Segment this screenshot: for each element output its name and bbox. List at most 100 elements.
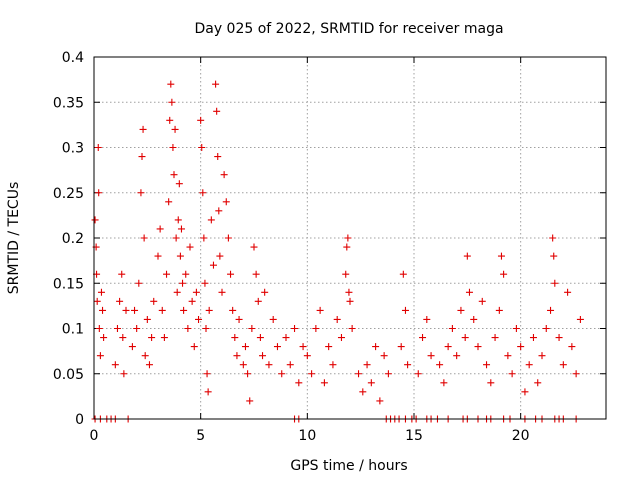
data-point	[171, 125, 179, 133]
data-point	[176, 252, 184, 260]
data-point	[256, 334, 264, 342]
data-point	[233, 352, 241, 360]
y-tick-labels: 0 0.05 0.1 0.15 0.2 0.25 0.3 0.35 0.4	[53, 50, 84, 428]
data-point	[564, 288, 572, 296]
data-point	[497, 252, 505, 260]
data-point	[440, 379, 448, 387]
x-tick-labels: 0 5 10 15 20	[90, 428, 530, 444]
data-point	[487, 379, 495, 387]
data-point	[154, 252, 162, 260]
data-point	[160, 334, 168, 342]
y-tick-label: 0.4	[62, 50, 84, 66]
data-point	[213, 107, 221, 115]
x-tick-label: 10	[298, 428, 316, 444]
data-point	[133, 325, 141, 332]
data-point	[119, 334, 127, 342]
data-point	[97, 288, 105, 296]
data-point	[345, 288, 353, 296]
data-point	[399, 270, 407, 278]
data-point	[423, 315, 431, 323]
data-point	[95, 325, 103, 332]
data-point	[538, 352, 546, 360]
data-point	[246, 397, 254, 405]
data-point	[173, 288, 181, 296]
data-point	[235, 315, 243, 323]
data-point	[359, 388, 367, 396]
y-tick-label: 0.25	[53, 186, 84, 202]
data-point	[529, 334, 537, 342]
data-point	[111, 361, 119, 369]
x-tick-label: 20	[512, 428, 530, 444]
data-point	[463, 252, 471, 260]
data-point	[241, 343, 249, 351]
data-point	[156, 225, 164, 233]
data-point	[517, 343, 525, 351]
data-point	[139, 125, 147, 133]
data-point	[261, 288, 269, 296]
y-tick-label: 0.1	[62, 322, 84, 338]
data-point	[177, 225, 185, 233]
data-point	[547, 306, 555, 314]
y-tick-label: 0.2	[62, 231, 84, 247]
data-point	[150, 297, 158, 305]
data-point	[355, 370, 363, 378]
data-point	[184, 325, 192, 332]
data-point	[170, 171, 178, 179]
data-point	[478, 297, 486, 305]
data-point	[188, 297, 196, 305]
data-point	[118, 270, 126, 278]
data-point	[195, 315, 203, 323]
data-point	[145, 361, 153, 369]
data-point	[559, 361, 567, 369]
data-point	[372, 343, 380, 351]
data-point	[190, 343, 198, 351]
y-axis-label: SRMTID / TECUs	[6, 182, 22, 295]
data-point	[158, 306, 166, 314]
data-point	[316, 306, 324, 314]
data-point	[555, 334, 563, 342]
data-point	[549, 234, 557, 242]
data-point	[491, 334, 499, 342]
data-point	[215, 207, 223, 215]
data-point	[201, 279, 209, 287]
data-points	[91, 80, 584, 423]
data-point	[169, 144, 177, 151]
data-point	[344, 234, 352, 242]
data-point	[474, 343, 482, 351]
data-point	[254, 297, 262, 305]
data-point	[542, 325, 550, 332]
data-point	[165, 198, 173, 206]
data-point	[404, 361, 412, 369]
data-point	[200, 234, 208, 242]
x-tick-label: 15	[405, 428, 423, 444]
data-point	[100, 334, 108, 342]
data-point	[265, 361, 273, 369]
data-point	[222, 198, 230, 206]
data-point	[203, 370, 211, 378]
data-point	[333, 315, 341, 323]
data-point	[483, 361, 491, 369]
data-point	[99, 306, 107, 314]
data-point	[470, 315, 478, 323]
data-point	[329, 361, 337, 369]
data-point	[444, 343, 452, 351]
data-point	[269, 315, 277, 323]
data-point	[576, 315, 584, 323]
data-point	[534, 379, 542, 387]
data-point	[325, 343, 333, 351]
data-point	[138, 153, 146, 161]
data-point	[168, 98, 176, 106]
data-point	[367, 379, 375, 387]
data-point	[512, 325, 520, 332]
data-point	[141, 352, 149, 360]
data-point	[291, 325, 299, 332]
data-point	[348, 325, 356, 332]
data-point	[214, 153, 222, 161]
data-point	[231, 334, 239, 342]
data-point	[551, 279, 559, 287]
data-point	[308, 370, 316, 378]
data-point	[209, 261, 217, 269]
data-point	[401, 306, 409, 314]
data-point	[227, 270, 235, 278]
y-tick-label: 0.15	[53, 276, 84, 292]
